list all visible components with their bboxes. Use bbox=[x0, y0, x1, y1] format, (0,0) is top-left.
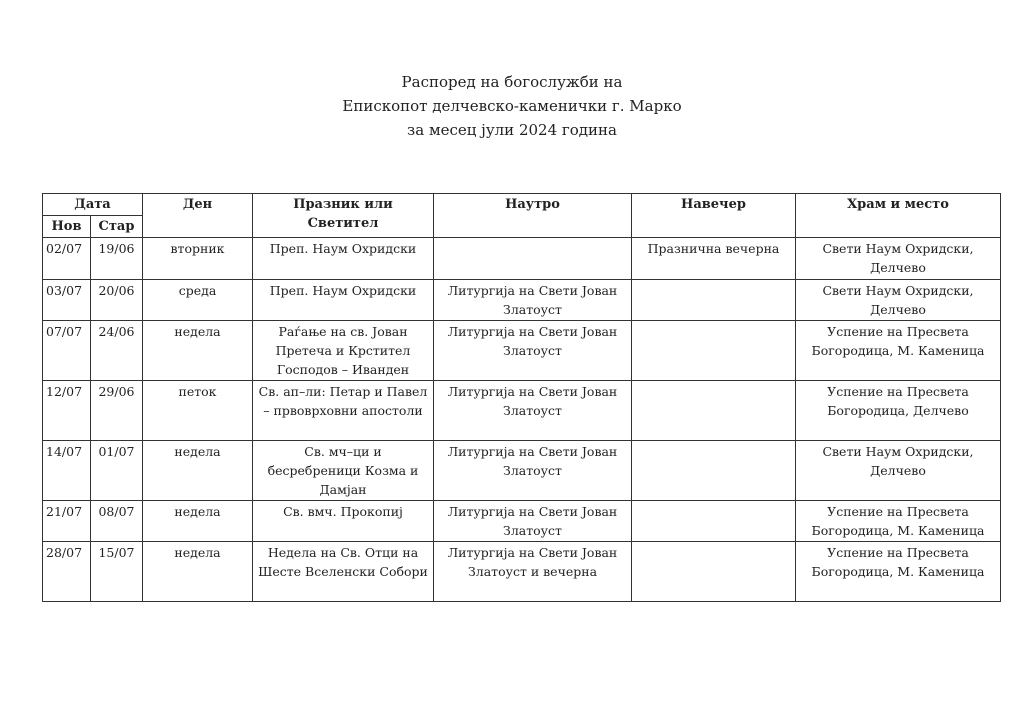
cell-evening bbox=[631, 541, 796, 602]
cell-feast: Преп. Наум Охридски bbox=[252, 279, 434, 321]
cell-old: 01/07 bbox=[90, 440, 143, 501]
cell-old: 15/07 bbox=[90, 541, 143, 602]
cell-evening bbox=[631, 320, 796, 381]
cell-church: Успение на Пресвета Богородица, М. Камен… bbox=[795, 500, 1001, 542]
cell-morning: Литургија на Свети Јован Златоуст bbox=[433, 440, 632, 501]
cell-morning: Литургија на Свети Јован Златоуст bbox=[433, 279, 632, 321]
title-line: Распоред на богослужби на bbox=[401, 73, 623, 91]
header-new: Нов bbox=[42, 215, 91, 238]
table-row: 03/07 20/06 среда Преп. Наум Охридски Литург… bbox=[42, 279, 1001, 321]
header-morning: Наутро bbox=[433, 193, 632, 238]
title-line: за месец јули 2024 година bbox=[407, 121, 617, 139]
cell-morning: Литургија на Свети Јован Златоуст bbox=[433, 380, 632, 441]
table-row: 28/07 15/07 недела Недела на Св. Отци на Ше… bbox=[42, 541, 1001, 602]
cell-church: Успение на Пресвета Богородица, М. Камен… bbox=[795, 541, 1001, 602]
schedule-table: Дата Ден Празник или Светител Наутро Нав… bbox=[42, 193, 1001, 602]
cell-day: недела bbox=[142, 541, 253, 602]
table-row: 02/07 19/06 вторник Преп. Наум Охридски Праз… bbox=[42, 237, 1001, 280]
header-church: Храм и место bbox=[795, 193, 1001, 238]
cell-evening bbox=[631, 440, 796, 501]
cell-old: 24/06 bbox=[90, 320, 143, 381]
header-evening: Навечер bbox=[631, 193, 796, 238]
cell-day: недела bbox=[142, 500, 253, 542]
cell-evening: Празнична вечерна bbox=[631, 237, 796, 280]
table-row: 07/07 24/06 недела Раѓање на св. Јован Прет… bbox=[42, 320, 1001, 381]
cell-day: среда bbox=[142, 279, 253, 321]
cell-morning: Литургија на Свети Јован Златоуст bbox=[433, 320, 632, 381]
cell-old: 29/06 bbox=[90, 380, 143, 441]
cell-old: 20/06 bbox=[90, 279, 143, 321]
cell-morning bbox=[433, 237, 632, 280]
cell-church: Успение на Пресвета Богородица, Делчево bbox=[795, 380, 1001, 441]
cell-new: 28/07 bbox=[42, 541, 91, 602]
cell-feast: Св. мч–ци и бесребреници Козма и Дамјан bbox=[252, 440, 434, 501]
cell-church: Свети Наум Охридски, Делчево bbox=[795, 440, 1001, 501]
cell-feast: Св. вмч. Прокопиј bbox=[252, 500, 434, 542]
cell-old: 19/06 bbox=[90, 237, 143, 280]
cell-new: 14/07 bbox=[42, 440, 91, 501]
header-date: Дата bbox=[42, 193, 143, 216]
cell-day: петок bbox=[142, 380, 253, 441]
title-line: Епископот делчевско-каменички г. Марко bbox=[342, 97, 682, 115]
table-row: 14/07 01/07 недела Св. мч–ци и бесребреници… bbox=[42, 440, 1001, 501]
cell-feast: Преп. Наум Охридски bbox=[252, 237, 434, 280]
cell-day: недела bbox=[142, 320, 253, 381]
cell-old: 08/07 bbox=[90, 500, 143, 542]
cell-church: Свети Наум Охридски, Делчево bbox=[795, 237, 1001, 280]
document-title: Распоред на богослужби на Епископот делч… bbox=[0, 70, 1024, 142]
cell-morning: Литургија на Свети Јован Златоуст и вече… bbox=[433, 541, 632, 602]
cell-church: Свети Наум Охридски, Делчево bbox=[795, 279, 1001, 321]
cell-evening bbox=[631, 500, 796, 542]
cell-evening bbox=[631, 279, 796, 321]
cell-day: недела bbox=[142, 440, 253, 501]
cell-feast: Недела на Св. Отци на Шесте Вселенски Со… bbox=[252, 541, 434, 602]
table-row: 12/07 29/06 петок Св. ап–ли: Петар и Павел … bbox=[42, 380, 1001, 441]
cell-evening bbox=[631, 380, 796, 441]
header-old: Стар bbox=[90, 215, 143, 238]
cell-church: Успение на Пресвета Богородица, М. Камен… bbox=[795, 320, 1001, 381]
cell-feast: Раѓање на св. Јован Претеча и Крстител Г… bbox=[252, 320, 434, 381]
cell-new: 02/07 bbox=[42, 237, 91, 280]
cell-new: 12/07 bbox=[42, 380, 91, 441]
table-row: 21/07 08/07 недела Св. вмч. Прокопиј Литурги… bbox=[42, 500, 1001, 542]
cell-new: 21/07 bbox=[42, 500, 91, 542]
header-day: Ден bbox=[142, 193, 253, 238]
header-feast: Празник или Светител bbox=[252, 193, 434, 238]
cell-day: вторник bbox=[142, 237, 253, 280]
cell-new: 03/07 bbox=[42, 279, 91, 321]
cell-feast: Св. ап–ли: Петар и Павел – првоврховни а… bbox=[252, 380, 434, 441]
cell-new: 07/07 bbox=[42, 320, 91, 381]
cell-morning: Литургија на Свети Јован Златоуст bbox=[433, 500, 632, 542]
